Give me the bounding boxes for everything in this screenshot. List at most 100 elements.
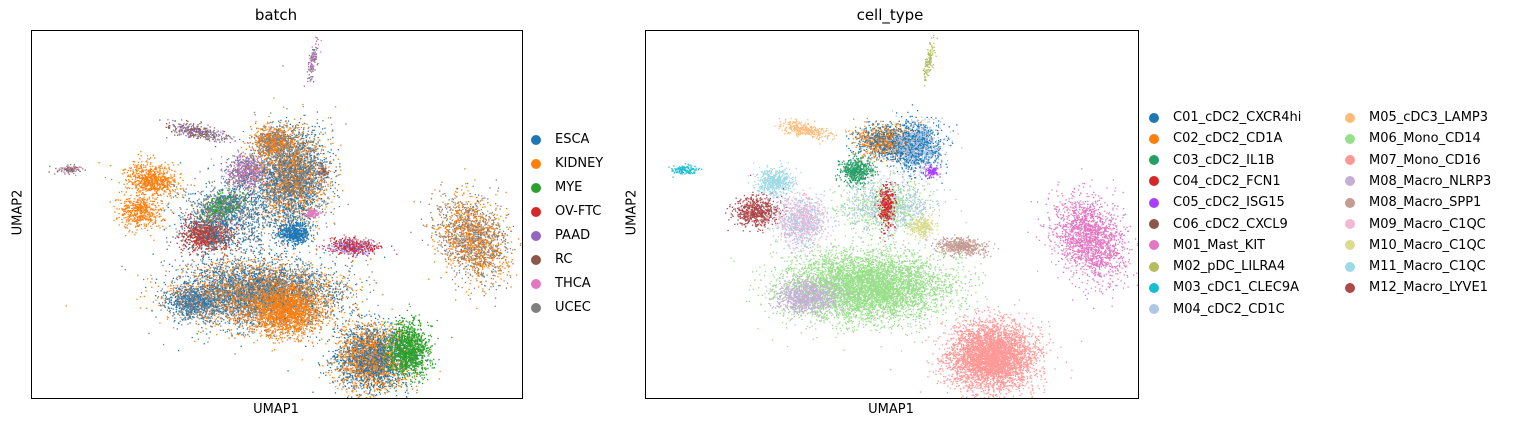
legend-label: KIDNEY xyxy=(555,156,603,171)
legend-item: M03_cDC1_CLEC9A xyxy=(1149,280,1299,295)
legend-label: M09_Macro_C1QC xyxy=(1369,217,1486,232)
cell-cluster xyxy=(315,234,398,260)
legend-item: C06_cDC2_CXCL9 xyxy=(1149,217,1288,232)
legend-label: M11_Macro_C1QC xyxy=(1369,259,1486,274)
legend-marker xyxy=(1149,219,1159,229)
cell-cluster xyxy=(747,160,802,208)
legend-item: MYE xyxy=(531,180,582,195)
legend-label: M08_Macro_NLRP3 xyxy=(1369,174,1491,189)
legend-item: M12_Macro_LYVE1 xyxy=(1345,280,1488,295)
legend-item: C03_cDC2_IL1B xyxy=(1149,153,1274,168)
cell-cluster xyxy=(668,163,703,178)
legend-marker xyxy=(531,302,541,313)
legend-label: M01_Mast_KIT xyxy=(1173,238,1265,253)
legend-label: M10_Macro_C1QC xyxy=(1369,238,1486,253)
legend-item: KIDNEY xyxy=(531,156,603,171)
legend-item: M11_Macro_C1QC xyxy=(1345,259,1486,274)
cell-cluster xyxy=(236,268,344,367)
legend-item: THCA xyxy=(531,276,591,291)
legend-item: M02_pDC_LILRA4 xyxy=(1149,259,1285,274)
legend-marker xyxy=(1149,155,1159,166)
cell-cluster xyxy=(922,34,938,87)
legend-marker xyxy=(1149,197,1159,208)
legend-marker xyxy=(1149,282,1159,293)
cell-cluster xyxy=(874,181,899,242)
legend-marker xyxy=(531,134,541,145)
cell-cluster xyxy=(316,161,330,182)
chart-title: batch xyxy=(226,6,326,24)
legend-label: C03_cDC2_IL1B xyxy=(1173,153,1274,168)
legend-item: M08_Macro_NLRP3 xyxy=(1345,174,1491,189)
legend-marker xyxy=(1149,240,1159,251)
legend-label: M12_Macro_LYVE1 xyxy=(1369,280,1488,295)
legend-marker xyxy=(1149,112,1159,123)
cell-cluster xyxy=(109,188,173,241)
legend-item: OV-FTC xyxy=(531,204,601,219)
cell-cluster xyxy=(774,117,847,145)
legend-item: M10_Macro_C1QC xyxy=(1345,238,1486,253)
legend-item: M09_Macro_C1QC xyxy=(1345,217,1486,232)
legend-item: M08_Macro_SPP1 xyxy=(1345,195,1481,210)
cell-cluster xyxy=(301,208,323,219)
legend-item: C01_cDC2_CXCR4hi xyxy=(1149,110,1301,125)
cell-cluster xyxy=(156,275,230,325)
legend-item: RC xyxy=(531,252,572,267)
cell-cluster xyxy=(303,36,322,87)
cell-cluster xyxy=(147,160,321,278)
cell-cluster xyxy=(159,119,241,148)
legend-label: PAAD xyxy=(555,228,590,243)
legend-item: ESCA xyxy=(531,132,589,147)
legend-marker xyxy=(1149,261,1159,272)
legend-label: M08_Macro_SPP1 xyxy=(1369,195,1481,210)
x-axis-label: UMAP1 xyxy=(841,402,941,417)
plot-area xyxy=(31,30,523,399)
legend-marker xyxy=(1345,197,1355,208)
scatter-plot xyxy=(668,34,1138,398)
legend-marker xyxy=(1345,240,1355,251)
legend-label: MYE xyxy=(555,180,582,195)
cell-cluster xyxy=(904,234,1000,259)
legend-item: C02_cDC2_CD1A xyxy=(1149,131,1282,146)
legend-label: RC xyxy=(555,252,572,267)
legend-marker xyxy=(1345,261,1355,272)
y-axis-label: UMAP2 xyxy=(11,188,26,238)
legend-item: M01_Mast_KIT xyxy=(1149,238,1265,253)
cell-cluster xyxy=(906,213,939,241)
x-axis-label: UMAP1 xyxy=(226,402,326,417)
legend-label: C02_cDC2_CD1A xyxy=(1173,131,1282,146)
legend-label: C05_cDC2_ISG15 xyxy=(1173,195,1285,210)
legend-label: C06_cDC2_CXCL9 xyxy=(1173,217,1288,232)
cell-cluster xyxy=(240,115,311,165)
legend-item: M05_cDC3_LAMP3 xyxy=(1345,110,1488,125)
cell-cluster xyxy=(374,303,453,394)
legend-marker xyxy=(1149,133,1159,144)
legend-marker xyxy=(531,182,541,193)
cell-cluster xyxy=(920,164,942,180)
legend-marker xyxy=(531,230,541,241)
cell-cluster xyxy=(65,216,430,355)
legend-marker xyxy=(531,158,541,169)
cell-cluster xyxy=(268,215,319,250)
y-axis-label: UMAP2 xyxy=(625,188,640,238)
legend-item: M06_Mono_CD14 xyxy=(1345,131,1481,146)
legend-label: M03_cDC1_CLEC9A xyxy=(1173,280,1299,295)
legend-marker xyxy=(531,278,541,289)
legend-marker xyxy=(1345,112,1355,123)
legend-label: M04_cDC2_CD1C xyxy=(1173,302,1285,317)
legend-marker xyxy=(1149,304,1159,315)
legend-label: C01_cDC2_CXCR4hi xyxy=(1173,110,1301,125)
legend-marker xyxy=(1345,176,1355,187)
legend-label: OV-FTC xyxy=(555,204,601,219)
cell-cluster xyxy=(877,104,963,188)
scatter-plot xyxy=(48,36,522,398)
legend-marker xyxy=(1149,176,1159,187)
legend-item: UCEC xyxy=(531,300,591,315)
cell-cluster xyxy=(890,304,1083,398)
legend-item: M04_cDC2_CD1C xyxy=(1149,302,1285,317)
legend-marker xyxy=(531,206,541,217)
cell-cluster xyxy=(725,174,787,234)
legend-marker xyxy=(1345,155,1355,166)
legend-item: M07_Mono_CD16 xyxy=(1345,153,1481,168)
cell-cluster xyxy=(48,163,86,177)
legend-item: PAAD xyxy=(531,228,590,243)
